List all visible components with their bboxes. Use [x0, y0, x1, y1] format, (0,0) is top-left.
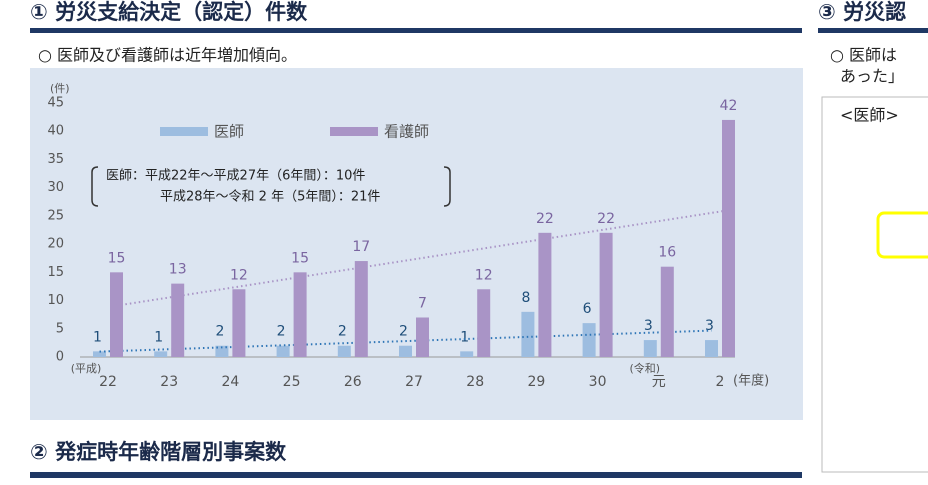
x-tick-label: 30 — [589, 374, 607, 390]
y-tick-label: 30 — [47, 180, 64, 195]
value-label: 1 — [154, 329, 163, 345]
panel-box — [821, 96, 928, 473]
legend-label: 医師 — [214, 123, 244, 141]
bar — [477, 289, 491, 357]
bar — [171, 283, 185, 357]
x-tick-label: 23 — [160, 374, 178, 390]
bar — [337, 345, 351, 357]
era-label: (令和) — [630, 361, 661, 375]
section-heading: ② 発症時年齢階層別事案数 — [30, 440, 287, 464]
trend-line — [99, 329, 712, 353]
bar — [293, 272, 307, 357]
x-tick-label: 元 — [652, 374, 666, 390]
bar — [93, 351, 106, 357]
value-label: 2 — [277, 324, 286, 340]
section-heading: ① 労災支給決定（認定）件数 — [30, 0, 308, 24]
x-tick-label: 24 — [221, 374, 239, 390]
heading-underline — [818, 28, 928, 33]
bar — [154, 351, 168, 357]
bar — [643, 340, 657, 357]
bar — [416, 317, 429, 357]
x-tick-label: 28 — [466, 374, 484, 390]
value-label: 2 — [399, 324, 408, 340]
value-label: 13 — [169, 262, 187, 278]
bar — [110, 272, 123, 357]
y-tick-label: 10 — [47, 293, 64, 308]
annotation: 医師：平成22年～平成27年（6年間）：10件 — [106, 169, 365, 184]
value-label: 2 — [338, 324, 347, 340]
value-label: 2 — [215, 324, 224, 340]
value-label: 7 — [418, 295, 427, 311]
bar — [660, 266, 674, 357]
value-label: 1 — [93, 329, 102, 345]
x-tick-label: 22 — [99, 374, 117, 390]
x-tick-label: 29 — [527, 374, 545, 390]
bar — [538, 232, 552, 357]
value-label: 42 — [720, 98, 738, 114]
y-tick-label: 45 — [47, 96, 64, 111]
value-label: 3 — [644, 318, 653, 334]
y-tick-label: 35 — [47, 152, 64, 167]
bar — [232, 289, 246, 357]
value-label: 12 — [475, 267, 493, 283]
panel-label: <医師> — [840, 106, 899, 125]
chart-background — [30, 68, 803, 420]
value-label: 12 — [230, 267, 248, 283]
y-tick-label: 0 — [56, 350, 64, 365]
heading-underline — [30, 472, 802, 478]
panel-text: ○ 医師は — [830, 46, 897, 65]
y-tick-label: 15 — [47, 265, 64, 280]
bar — [215, 345, 229, 357]
y-tick-label: 25 — [47, 208, 64, 223]
legend-swatch — [160, 127, 208, 136]
bar — [276, 345, 290, 357]
value-label: 17 — [352, 239, 370, 255]
legend-swatch — [330, 127, 378, 136]
value-label: 3 — [705, 318, 714, 334]
value-label: 22 — [536, 211, 554, 227]
x-axis-label: (年度) — [733, 373, 769, 389]
y-tick-label: 40 — [47, 124, 64, 139]
value-label: 15 — [291, 250, 309, 266]
annotation: 平成28年～令和 2 年（5年間）：21件 — [160, 190, 380, 205]
x-tick-label: 26 — [344, 374, 362, 390]
x-tick-label: 27 — [405, 374, 423, 390]
legend-label: 看護師 — [384, 123, 429, 141]
y-tick-label: 5 — [56, 321, 64, 336]
y-axis-label: (件) — [50, 82, 70, 95]
highlight-box — [876, 211, 928, 259]
bar — [582, 323, 596, 357]
y-tick-label: 20 — [47, 237, 64, 252]
bar — [722, 119, 735, 357]
era-label: (平成) — [71, 362, 102, 375]
bar — [399, 345, 412, 357]
value-label: 6 — [583, 301, 592, 317]
value-label: 22 — [597, 211, 615, 227]
section-heading: ③ 労災認 — [818, 0, 906, 24]
bar — [599, 232, 613, 357]
bar — [521, 311, 535, 357]
x-tick-label: 25 — [283, 374, 301, 390]
heading-underline — [30, 28, 802, 33]
x-tick-label: 2 — [716, 374, 725, 390]
annotation-bracket — [91, 166, 451, 207]
value-label: 15 — [108, 250, 126, 266]
value-label: 8 — [521, 290, 530, 306]
value-label: 1 — [460, 329, 469, 345]
bar — [354, 261, 368, 357]
bar — [460, 351, 474, 357]
panel-text: あった」 — [840, 67, 904, 86]
section-note: ○ 医師及び看護師は近年増加傾向。 — [38, 46, 297, 65]
bar — [705, 340, 718, 357]
value-label: 16 — [658, 245, 676, 261]
